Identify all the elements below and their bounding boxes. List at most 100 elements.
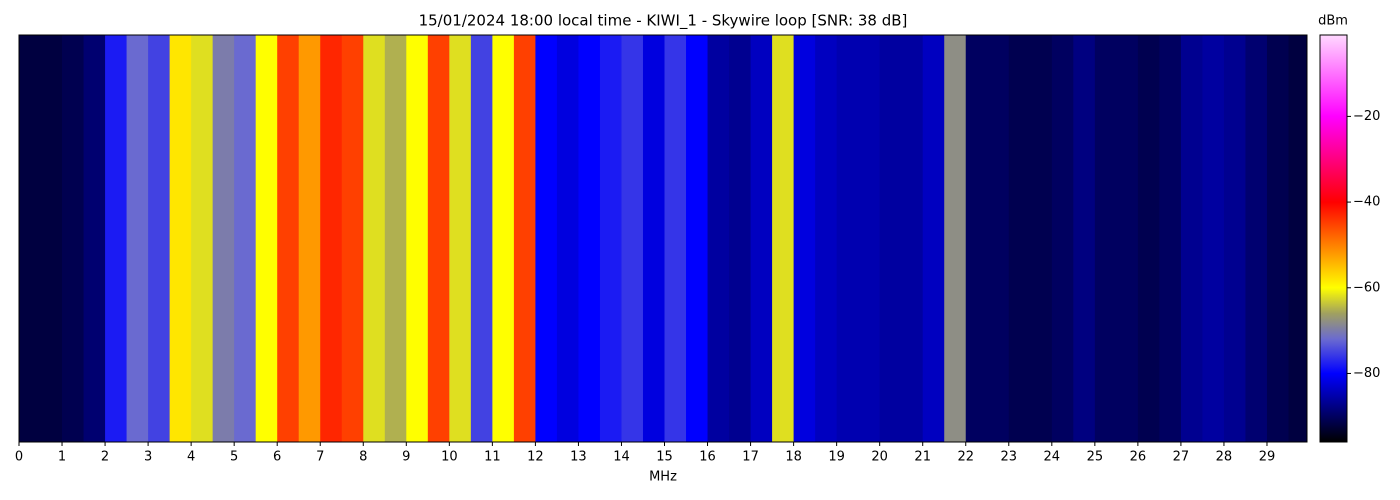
x-tick-label: 29 — [1259, 450, 1276, 465]
frequency-band — [1223, 35, 1246, 442]
frequency-band — [578, 35, 601, 442]
frequency-band — [1245, 35, 1268, 442]
x-tick-label: 1 — [58, 450, 66, 465]
frequency-band — [987, 35, 1010, 442]
frequency-band — [1180, 35, 1203, 442]
frequency-band — [363, 35, 386, 442]
x-tick-label: 25 — [1087, 450, 1104, 465]
frequency-band — [664, 35, 687, 442]
x-tick-label: 15 — [656, 450, 673, 465]
x-tick-label: 19 — [828, 450, 845, 465]
x-tick-label: 22 — [957, 450, 974, 465]
x-tick-label: 6 — [273, 450, 281, 465]
x-tick-label: 3 — [144, 450, 152, 465]
frequency-band — [492, 35, 515, 442]
chart-title: 15/01/2024 18:00 local time - KIWI_1 - S… — [419, 12, 908, 31]
frequency-band — [1266, 35, 1289, 442]
frequency-band — [1116, 35, 1139, 442]
frequency-band — [965, 35, 988, 442]
frequency-band — [298, 35, 321, 442]
x-tick-label: 10 — [441, 450, 458, 465]
frequency-band — [513, 35, 536, 442]
x-tick-label: 16 — [699, 450, 716, 465]
x-tick-label: 4 — [187, 450, 195, 465]
colorbar — [1319, 34, 1348, 443]
heatmap — [19, 35, 1307, 442]
colorbar-label: dBm — [1318, 14, 1348, 29]
frequency-band — [449, 35, 472, 442]
frequency-band — [1030, 35, 1053, 442]
frequency-band — [212, 35, 235, 442]
frequency-band — [556, 35, 579, 442]
frequency-band — [686, 35, 709, 442]
frequency-band — [384, 35, 407, 442]
frequency-band — [341, 35, 364, 442]
x-tick-label: 28 — [1216, 450, 1233, 465]
frequency-band — [879, 35, 902, 442]
x-tick-label: 20 — [871, 450, 888, 465]
frequency-band — [901, 35, 924, 442]
x-axis-label: MHz — [649, 470, 677, 485]
frequency-band — [944, 35, 967, 442]
x-tick-label: 0 — [15, 450, 23, 465]
x-tick-label: 12 — [527, 450, 544, 465]
x-tick-label: 2 — [101, 450, 109, 465]
frequency-band — [427, 35, 450, 442]
x-tick-label: 8 — [359, 450, 367, 465]
frequency-band — [105, 35, 128, 442]
frequency-band — [1008, 35, 1031, 442]
x-tick-label: 5 — [230, 450, 238, 465]
frequency-band — [858, 35, 881, 442]
x-tick-label: 26 — [1130, 450, 1147, 465]
frequency-band — [1094, 35, 1117, 442]
frequency-band — [406, 35, 429, 442]
frequency-band — [621, 35, 644, 442]
frequency-band — [707, 35, 730, 442]
x-tick-label: 21 — [914, 450, 931, 465]
frequency-band — [1288, 35, 1307, 442]
frequency-band — [772, 35, 795, 442]
frequency-band — [1159, 35, 1182, 442]
frequency-band — [535, 35, 558, 442]
frequency-band — [1137, 35, 1160, 442]
frequency-band — [148, 35, 171, 442]
plot-frame — [18, 34, 1308, 443]
frequency-band — [320, 35, 343, 442]
frequency-band — [40, 35, 63, 442]
x-tick-label: 23 — [1001, 450, 1018, 465]
colorbar-tick-label: −80 — [1353, 366, 1380, 381]
frequency-band — [922, 35, 945, 442]
frequency-band — [1202, 35, 1225, 442]
x-tick-label: 11 — [484, 450, 501, 465]
frequency-band — [599, 35, 622, 442]
frequency-band — [729, 35, 752, 442]
x-tick-label: 27 — [1173, 450, 1190, 465]
frequency-band — [277, 35, 300, 442]
x-tick-label: 13 — [570, 450, 587, 465]
x-tick-label: 7 — [316, 450, 324, 465]
frequency-band — [19, 35, 42, 442]
colorbar-tick-label: −40 — [1353, 195, 1380, 210]
x-tick-label: 24 — [1044, 450, 1061, 465]
x-tick-label: 14 — [613, 450, 630, 465]
frequency-band — [62, 35, 85, 442]
frequency-band — [836, 35, 859, 442]
colorbar-tick-label: −60 — [1353, 280, 1380, 295]
x-tick-label: 18 — [785, 450, 802, 465]
frequency-band — [1073, 35, 1096, 442]
frequency-band — [83, 35, 106, 442]
frequency-band — [1051, 35, 1074, 442]
x-tick-label: 17 — [742, 450, 759, 465]
frequency-band — [642, 35, 666, 442]
frequency-band — [234, 35, 257, 442]
colorbar-tick-label: −20 — [1353, 109, 1380, 124]
frequency-band — [470, 35, 493, 442]
frequency-band — [815, 35, 838, 442]
frequency-band — [255, 35, 278, 442]
x-tick-label: 9 — [402, 450, 410, 465]
frequency-band — [750, 35, 773, 442]
frequency-band — [126, 35, 149, 442]
frequency-band — [191, 35, 214, 442]
frequency-band — [793, 35, 816, 442]
